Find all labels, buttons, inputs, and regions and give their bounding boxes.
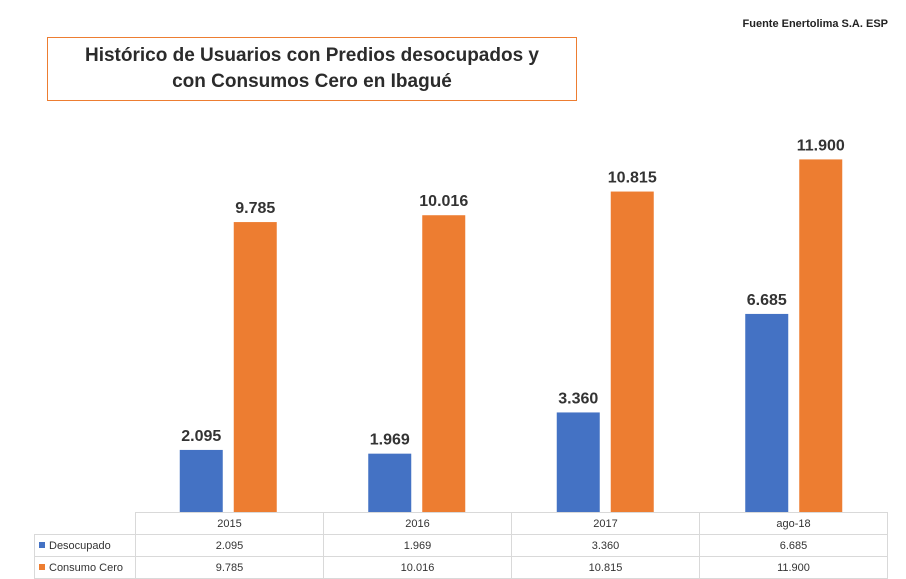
legend-entry-consumo-cero: Consumo Cero	[34, 556, 136, 579]
bar-desocupado-2015	[179, 449, 223, 512]
data-label: 6.685	[747, 292, 787, 309]
chart-data-table: 2015 2016 2017 ago-18 Desocupado 2.095 1…	[34, 512, 888, 579]
table-cell: 10.016	[323, 556, 512, 579]
bar-consumo-cero-2015	[233, 222, 277, 512]
data-label: 2.095	[181, 428, 221, 445]
data-label: 10.815	[608, 170, 657, 187]
bar-consumo-cero-2016	[422, 215, 466, 512]
source-note: Fuente Enertolima S.A. ESP	[742, 18, 888, 30]
table-cell: 11.900	[699, 556, 888, 579]
data-label: 9.785	[235, 200, 275, 217]
table-row-consumo-cero: Consumo Cero 9.785 10.016 10.815 11.900	[34, 556, 888, 579]
legend-swatch-desocupado	[39, 541, 45, 548]
data-label: 11.900	[797, 137, 845, 154]
bar-chart: 2.095 9.785 1.969 10.016 3.360 10.815 6.685 11.…	[179, 137, 845, 512]
table-row-desocupado: Desocupado 2.095 1.969 3.360 6.685	[34, 534, 888, 557]
table-cell: 10.815	[511, 556, 700, 579]
bar-consumo-cero-2017	[610, 191, 654, 512]
table-cell: 6.685	[699, 534, 888, 557]
table-cell: 3.360	[511, 534, 700, 557]
data-label: 1.969	[370, 432, 410, 449]
table-category: 2015	[135, 512, 324, 535]
table-cell: 9.785	[135, 556, 324, 579]
bar-consumo-cero-ago-18	[799, 159, 843, 512]
table-cell: 2.095	[135, 534, 324, 557]
table-category: ago-18	[699, 512, 888, 535]
bar-desocupado-ago-18	[745, 313, 789, 512]
table-header-row: 2015 2016 2017 ago-18	[34, 512, 888, 535]
legend-entry-desocupado: Desocupado	[34, 534, 136, 557]
table-corner	[34, 512, 136, 535]
bar-desocupado-2016	[368, 453, 412, 512]
legend-swatch-consumo-cero	[39, 563, 45, 570]
chart-title-box: Histórico de Usuarios con Predios desocu…	[47, 37, 577, 101]
chart-title-line2: con Consumos Cero en Ibagué	[172, 71, 452, 92]
table-category: 2016	[323, 512, 512, 535]
table-category: 2017	[511, 512, 700, 535]
legend-label: Desocupado	[49, 539, 111, 552]
chart-title: Histórico de Usuarios con Predios desocu…	[73, 43, 551, 94]
data-label: 10.016	[419, 193, 468, 210]
legend-label: Consumo Cero	[49, 561, 123, 574]
table-cell: 1.969	[323, 534, 512, 557]
chart-title-line1: Histórico de Usuarios con Predios desocu…	[84, 45, 539, 67]
bar-desocupado-2017	[556, 412, 600, 512]
data-label: 3.360	[558, 390, 598, 407]
